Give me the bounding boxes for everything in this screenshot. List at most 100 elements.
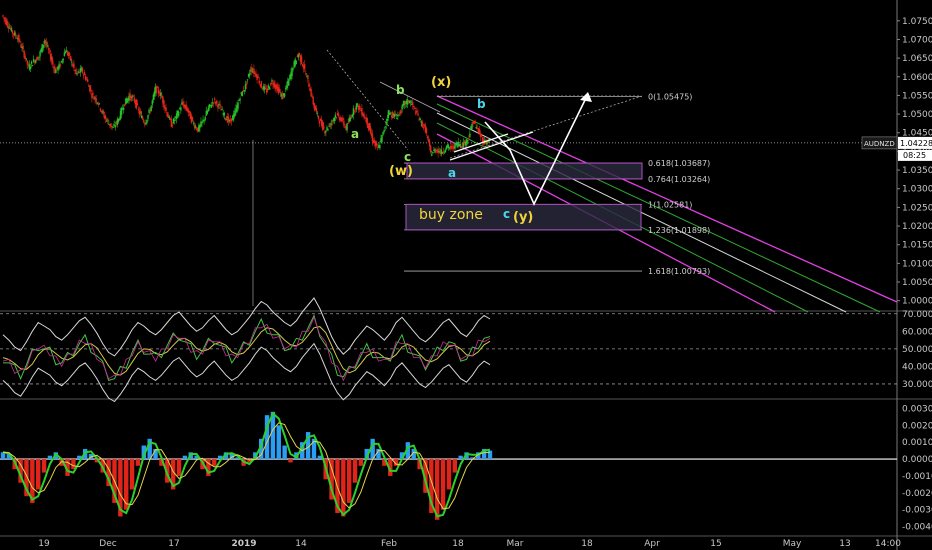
candle-body [273,81,275,88]
candle-body [379,145,381,149]
candle-body [170,119,173,128]
candle-body [442,151,445,153]
candle-body [437,149,439,154]
candle-body [30,61,33,64]
candle-body [85,79,88,81]
macd-bar [258,438,264,460]
candle-body [445,145,448,150]
candle-body [346,123,348,131]
candle-body [106,120,108,122]
candle-body [469,133,471,138]
candle-body [369,126,372,133]
candle-body [234,111,236,117]
candle-body [236,105,238,113]
macd-bar [311,438,317,460]
macd-bar [141,445,147,460]
candle-body [438,151,440,153]
candle-body [335,116,338,118]
candle-body [83,72,86,76]
price-tick-label: 1.00500 [902,278,932,288]
candle-body [308,83,310,87]
candle-body [60,61,62,63]
candle-body [291,67,293,77]
candle-body [479,133,482,137]
candle-body [344,126,346,128]
candle-body [25,58,27,60]
candle-body [252,71,254,73]
candle-body [453,145,455,150]
macd-bar [118,459,123,517]
candle-body [366,117,368,125]
macd-bar [6,454,12,460]
candle-body [118,118,121,121]
candle-body [152,94,155,100]
candle-body [263,86,266,91]
projection-arrowhead [580,92,592,102]
symbol-tag-label: AUDNZD [864,140,895,148]
candle-body [101,111,104,113]
candle-body [77,71,79,73]
candle-body [129,93,131,99]
candle-body [51,56,53,62]
candle-body [135,99,138,109]
candle-body [149,111,151,113]
candle-body [300,56,303,64]
candle-body [367,123,369,129]
candle-body [10,28,13,32]
candle-body [396,117,398,119]
candle-body [246,79,249,81]
candle-body [121,108,124,110]
candle-body [113,124,115,126]
candle-body [188,110,191,113]
candle-body [133,98,135,102]
candle-body [192,123,195,125]
candle-body [481,137,484,144]
candle-body [248,73,251,76]
candle-body [333,117,336,122]
macd-bar [170,459,176,490]
candle-body [410,104,413,106]
candle-body [302,66,305,69]
candle-body [258,80,260,84]
candle-body [48,50,51,52]
candle-body [313,102,315,109]
candle-body [456,143,458,148]
candle-body [66,51,69,56]
candle-body [153,91,156,97]
candle-body [349,117,351,121]
candle-body [23,51,25,58]
candle-body [194,126,197,128]
candle-body [98,103,101,105]
candle-body [332,119,335,121]
candle-body [435,149,437,152]
candle-body [280,93,283,97]
candle-body [448,145,450,149]
channel-upper-line [436,95,898,303]
fib-zone-box [406,162,643,180]
candle-body [165,107,167,112]
candle-body [250,70,252,72]
candle-body [201,121,203,124]
candle-body [208,104,211,108]
candle-body [122,107,125,110]
macd-bar [71,459,76,470]
candle-body [166,112,168,117]
candle-body [233,113,235,119]
candle-body [439,151,441,153]
candle-body [16,37,18,39]
macd-bar [124,459,129,510]
candle-body [46,45,49,47]
candle-body [199,124,201,129]
macd-tick-label: 0.0030 [902,404,932,414]
candle-body [212,102,215,104]
candle-body [319,118,322,121]
candle-body [7,25,9,29]
candle-body [125,98,127,105]
macd-bar [247,459,252,463]
candle-body [190,115,193,123]
candle-body [383,130,385,132]
candle-body [374,141,377,147]
candle-body [390,115,393,117]
